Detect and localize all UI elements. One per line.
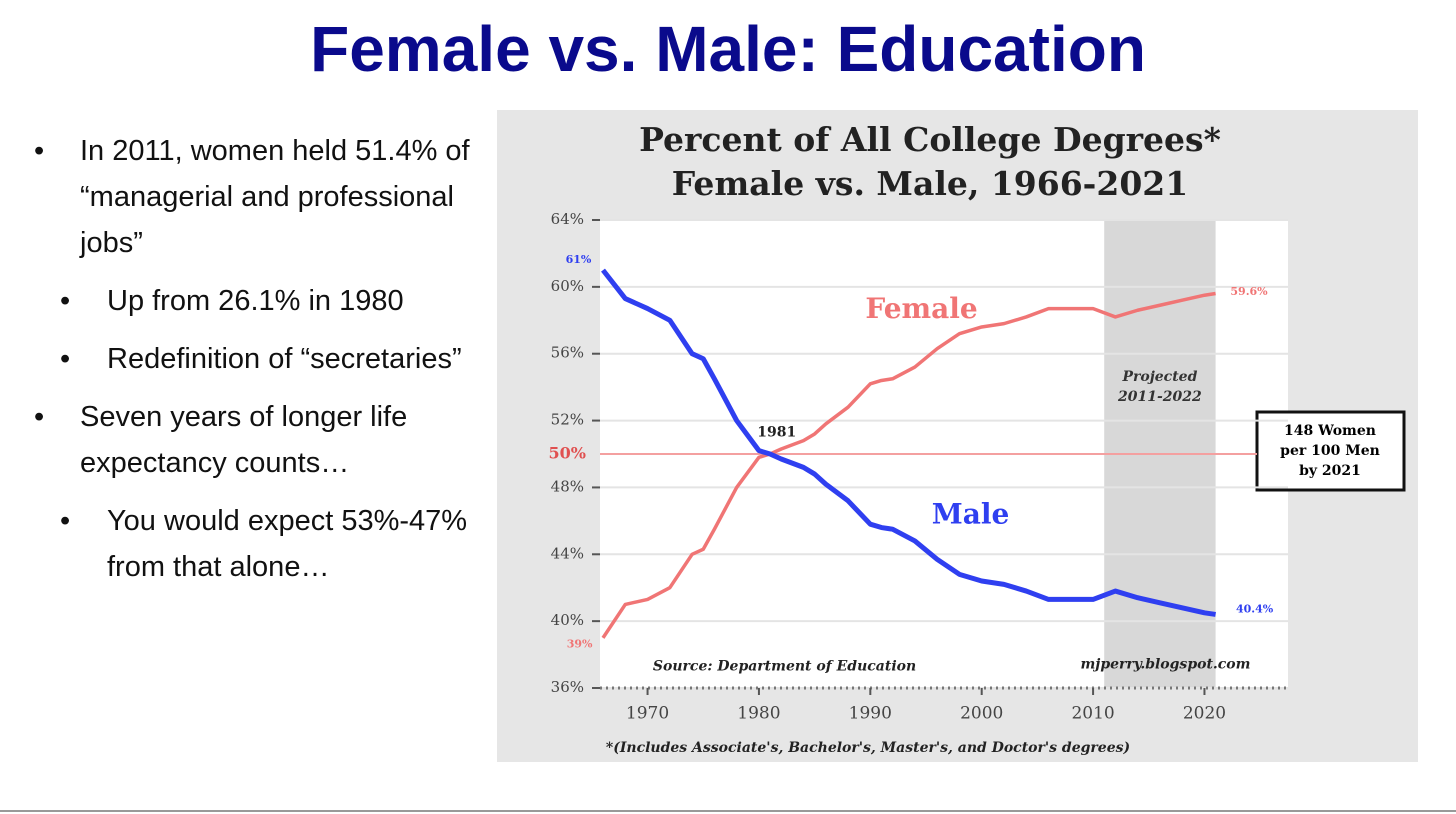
slide-title: Female vs. Male: Education (310, 13, 1146, 85)
y-tick-label: 64% (551, 210, 584, 228)
annotation: 1981 (757, 424, 796, 440)
y-tick-label: 56% (551, 344, 584, 362)
annotation: mjperry.blogspot.com (1080, 657, 1250, 673)
bullet: In 2011, women held 51.4% of “managerial… (30, 128, 490, 266)
sub-bullet: Up from 26.1% in 1980 (30, 278, 490, 324)
callout-text: by 2021 (1299, 463, 1361, 479)
y-tick-label: 52% (551, 411, 584, 429)
x-tick-label: 1990 (849, 704, 892, 724)
x-tick-label: 2020 (1183, 704, 1226, 724)
series-line (601, 268, 1216, 617)
series-line (601, 291, 1216, 639)
chart-title: Percent of All College Degrees* (639, 120, 1221, 159)
annotation: 59.6% (1230, 285, 1268, 298)
y-tick-label: 44% (551, 544, 584, 562)
annotation: Male (932, 497, 1010, 530)
x-tick-label: 2000 (960, 704, 1003, 724)
x-tick-label: 1970 (626, 704, 669, 724)
projected-label: 2011-2022 (1117, 389, 1202, 405)
reference-label: 50% (549, 444, 586, 463)
annotation: 39% (567, 638, 593, 651)
y-tick-label: 60% (551, 277, 584, 295)
y-tick-label: 36% (551, 678, 584, 696)
y-tick-label: 40% (551, 611, 584, 629)
annotation: Female (865, 292, 977, 325)
x-tick-label: 2010 (1071, 704, 1114, 724)
annotation: 61% (566, 253, 592, 266)
y-tick-label: 48% (551, 477, 584, 495)
callout-box (1255, 410, 1406, 492)
chart-title: Female vs. Male, 1966-2021 (672, 164, 1188, 203)
callout-text: per 100 Men (1280, 443, 1380, 459)
annotation: 40.4% (1236, 602, 1274, 615)
callout-text: 148 Women (1284, 423, 1376, 439)
bullet: Seven years of longer life expectancy co… (30, 394, 490, 486)
sub-bullet: You would expect 53%-47% from that alone… (30, 498, 490, 590)
x-tick-label: 1980 (737, 704, 780, 724)
annotation: Source: Department of Education (653, 658, 916, 674)
footnote: *(Includes Associate's, Bachelor's, Mast… (606, 740, 1130, 756)
sub-bullet: Redefinition of “secretaries” (30, 336, 490, 382)
projected-label: Projected (1121, 369, 1197, 385)
bullet-list: In 2011, women held 51.4% of “managerial… (30, 116, 490, 590)
